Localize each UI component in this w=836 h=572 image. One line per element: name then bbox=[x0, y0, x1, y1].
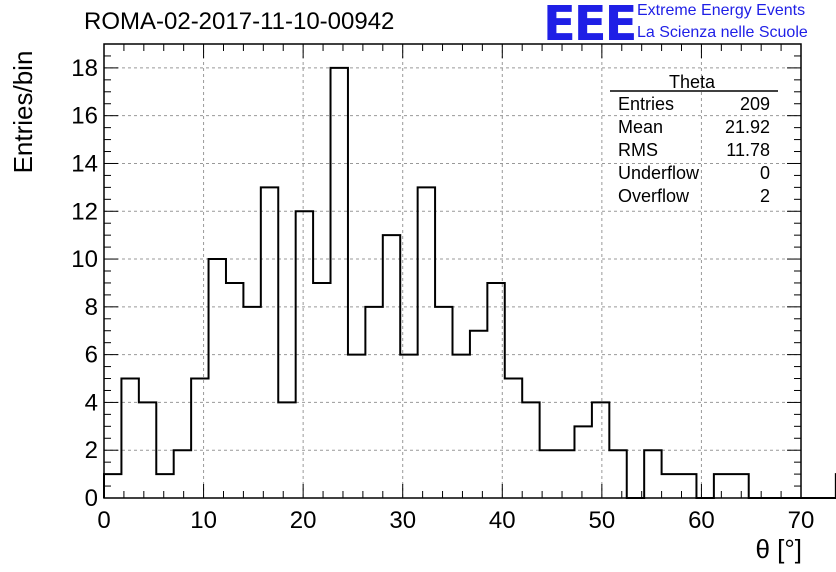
histogram-bin bbox=[331, 68, 348, 498]
x-tick-label: 20 bbox=[290, 507, 317, 534]
histogram-bin bbox=[662, 474, 679, 498]
histogram-bin bbox=[731, 474, 748, 498]
axis-ticks bbox=[103, 43, 802, 499]
y-tick-label: 16 bbox=[71, 103, 98, 130]
histogram-bin bbox=[557, 450, 574, 498]
histogram-bin bbox=[453, 355, 470, 498]
x-tick-label: 50 bbox=[589, 507, 616, 534]
histogram-bin bbox=[278, 402, 295, 498]
x-axis-label: θ [°] bbox=[755, 534, 802, 564]
histogram-bin bbox=[435, 307, 452, 498]
x-tick-label: 0 bbox=[97, 507, 110, 534]
histogram-bin bbox=[609, 450, 626, 498]
stats-label: Entries bbox=[618, 94, 674, 114]
histogram-bin bbox=[592, 402, 609, 498]
stats-label: Overflow bbox=[618, 186, 690, 206]
y-tick-label: 0 bbox=[85, 485, 98, 512]
histogram-bin bbox=[487, 283, 504, 498]
histogram-bin bbox=[574, 426, 591, 498]
histogram-bin bbox=[383, 235, 400, 498]
histogram-bin bbox=[644, 450, 661, 498]
logo-line-2: La Scienza nelle Scuole bbox=[637, 24, 808, 41]
eee-logo: EEE bbox=[543, 0, 637, 52]
histogram-bin bbox=[400, 355, 417, 498]
stats-value: 2 bbox=[760, 186, 770, 206]
stats-title: Theta bbox=[669, 72, 716, 92]
y-tick-labels: 0 2 4 6 8 10 12 14 16 18 bbox=[71, 55, 98, 512]
stats-label: Underflow bbox=[618, 163, 700, 183]
x-tick-label: 40 bbox=[489, 507, 516, 534]
histogram-bin bbox=[505, 379, 522, 498]
stats-value: 21.92 bbox=[725, 117, 770, 137]
x-tick-label: 10 bbox=[190, 507, 217, 534]
run-title: ROMA-02-2017-11-10-00942 bbox=[84, 8, 395, 35]
stats-rows: Entries 209 Mean 21.92 RMS 11.78 Underflow 0 Ove… bbox=[618, 94, 770, 206]
y-tick-label: 8 bbox=[85, 294, 98, 321]
histogram-bin bbox=[313, 283, 330, 498]
histogram-bin bbox=[365, 307, 382, 498]
histogram-bin bbox=[714, 474, 731, 498]
histogram-bin bbox=[418, 187, 435, 498]
stats-label: Mean bbox=[618, 117, 663, 137]
logo-line-1: Extreme Energy Events bbox=[637, 2, 806, 19]
y-axis-label: Entries/bin bbox=[8, 51, 38, 174]
histogram-bin bbox=[139, 402, 156, 498]
x-tick-labels: 0 10 20 30 40 50 60 70 bbox=[97, 507, 814, 534]
x-tick-label: 70 bbox=[788, 507, 815, 534]
histogram-bin bbox=[296, 211, 313, 498]
y-tick-label: 6 bbox=[85, 342, 98, 369]
histogram-bin bbox=[243, 307, 260, 498]
stats-value: 209 bbox=[740, 94, 770, 114]
histogram-bin bbox=[540, 450, 557, 498]
x-tick-label: 60 bbox=[688, 507, 715, 534]
x-tick-label: 30 bbox=[389, 507, 416, 534]
y-tick-label: 2 bbox=[85, 437, 98, 464]
y-tick-label: 12 bbox=[71, 198, 98, 225]
histogram-bin bbox=[121, 379, 138, 498]
y-tick-label: 4 bbox=[85, 389, 98, 416]
histogram-bin bbox=[174, 450, 191, 498]
histogram-bin bbox=[191, 379, 208, 498]
stats-value: 0 bbox=[760, 163, 770, 183]
y-tick-label: 14 bbox=[71, 150, 98, 177]
histogram-bin bbox=[470, 331, 487, 498]
histogram-bin bbox=[156, 474, 173, 498]
histogram-bin bbox=[261, 187, 278, 498]
y-tick-label: 18 bbox=[71, 55, 98, 82]
stats-label: RMS bbox=[618, 140, 658, 160]
stats-box: Theta Entries 209 Mean 21.92 RMS 11.78 Underfl… bbox=[610, 72, 778, 206]
histogram-bin bbox=[209, 259, 226, 498]
histogram-bin bbox=[348, 355, 365, 498]
stats-value: 11.78 bbox=[726, 140, 770, 160]
histogram-bin bbox=[226, 283, 243, 498]
histogram-bin bbox=[522, 402, 539, 498]
y-tick-label: 10 bbox=[71, 246, 98, 273]
